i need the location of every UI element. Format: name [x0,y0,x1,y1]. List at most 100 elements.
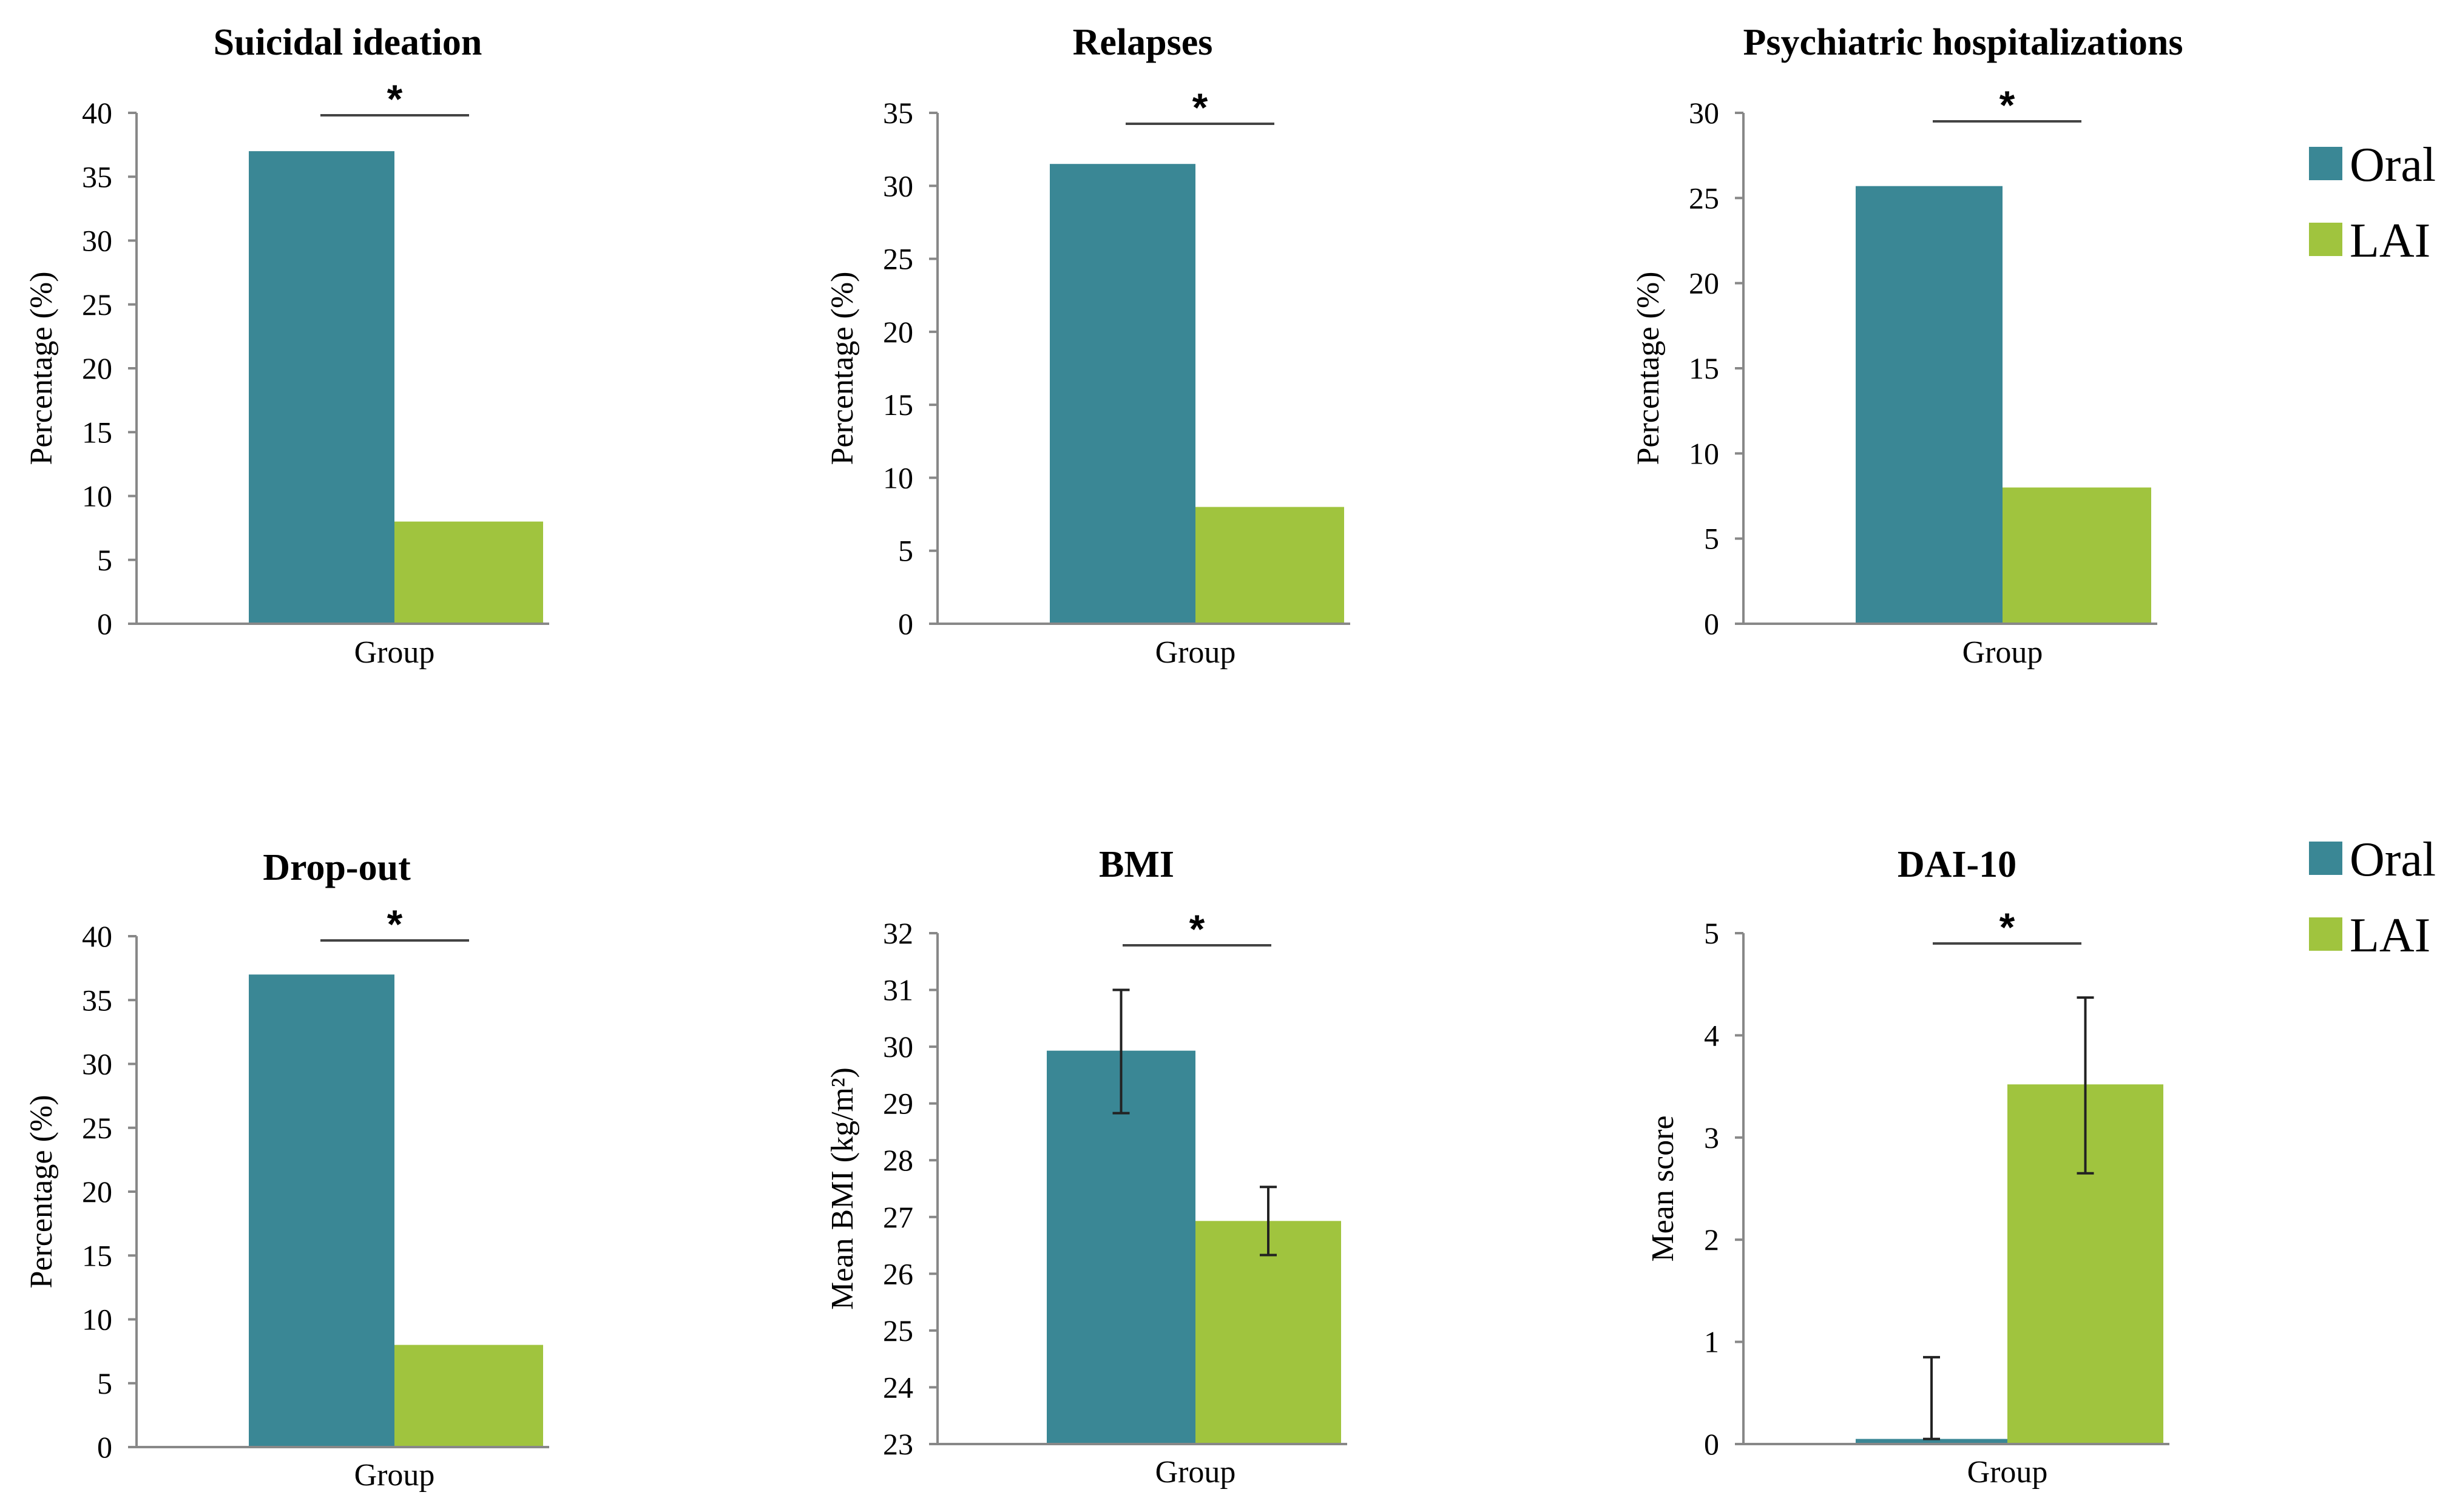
bar-oral [1047,1050,1195,1444]
chart-title: Relapses [1073,22,1213,63]
y-tick-label: 10 [82,479,112,513]
x-category-label: Group [1155,635,1236,670]
chart-title: DAI-10 [1898,844,2016,885]
y-tick-label: 30 [883,169,913,203]
bar-oral [249,974,394,1447]
bar-lai [394,521,543,624]
y-tick-label: 5 [898,534,913,568]
y-tick-label: 0 [97,1430,112,1464]
significance-star: * [387,76,403,121]
bar-lai [394,1345,543,1447]
bar-lai [1195,1221,1341,1444]
chart-title: Suicidal ideation [214,22,482,63]
y-tick-label: 30 [1689,96,1719,130]
y-tick-label: 0 [1704,1427,1719,1461]
y-tick-label: 40 [82,919,112,953]
y-tick-label: 23 [883,1427,913,1461]
legend-top-swatch-oral [2309,147,2342,180]
y-tick-label: 15 [82,1238,112,1272]
chart-panel-3: Psychiatric hospitalizations 0 5 10 15 20 25 30… [1631,22,2183,670]
y-tick-label: 20 [82,1175,112,1209]
y-tick-label: 5 [1704,916,1719,950]
y-tick-label: 28 [883,1143,913,1177]
legend-bottom-swatch-lai [2309,917,2342,951]
y-tick-label: 40 [82,96,112,130]
chart-panel-1: Suicidal ideation 0 5 10 15 20 25 30 35 40 Percent… [24,22,549,670]
y-tick-label: 25 [883,1314,913,1348]
y-tick-label: 2 [1704,1223,1719,1257]
y-tick-label: 25 [883,242,913,276]
y-tick-label: 4 [1704,1018,1719,1052]
y-tick-label: 35 [82,160,112,194]
legend-bottom-label-lai: LAI [2350,909,2430,962]
y-tick-label: 0 [97,607,112,641]
y-tick-label: 25 [1689,181,1719,215]
bar-lai [1195,507,1344,624]
y-tick-label: 10 [883,461,913,494]
y-tick-label: 27 [883,1200,913,1234]
y-tick-label: 20 [1689,266,1719,300]
y-tick-label: 10 [1689,436,1719,470]
y-tick-label: 30 [883,1030,913,1064]
y-tick-label: 30 [82,1047,112,1081]
y-axis-label: Percentage (%) [24,271,59,465]
y-tick-label: 1 [1704,1325,1719,1359]
y-axis-label: Percentage (%) [825,271,860,465]
y-tick-label: 25 [82,288,112,322]
bar-oral [1050,164,1195,624]
y-tick-label: 20 [883,315,913,349]
y-tick-label: 0 [1704,607,1719,641]
x-category-label: Group [1967,1455,2048,1490]
y-tick-label: 29 [883,1087,913,1121]
legend-bottom-swatch-oral [2309,842,2342,875]
chart-title: Psychiatric hospitalizations [1743,22,2183,63]
chart-title: BMI [1099,844,1174,885]
chart-panel-6: DAI-10 0 1 2 3 4 5 Mean score Group * [1646,844,2169,1490]
legend-top-swatch-lai [2309,223,2342,256]
chart-panel-5: BMI 23 24 25 26 27 28 29 30 31 32 Mean BMI (kg/m²) G… [825,844,1347,1490]
chart-title: Drop-out [263,847,411,888]
chart-panel-2: Relapses 0 5 10 15 20 25 30 35 Percentage (%) Grou… [825,22,1350,670]
legend-top-label-lai: LAI [2350,214,2430,268]
y-axis-label: Percentage (%) [1631,271,1666,465]
x-category-label: Group [1155,1455,1236,1490]
y-tick-label: 5 [1704,522,1719,556]
bar-oral [1856,186,2003,624]
y-tick-label: 32 [883,916,913,950]
x-category-label: Group [354,1458,435,1493]
legend-top: Oral LAI [2309,138,2436,268]
y-tick-label: 5 [97,1366,112,1400]
y-tick-label: 5 [97,543,112,577]
significance-star: * [1189,906,1205,951]
y-tick-label: 35 [883,96,913,130]
y-tick-label: 35 [82,983,112,1017]
bar-oral [249,151,394,624]
y-axis-label: Mean BMI (kg/m²) [825,1067,860,1310]
y-axis-label: Percentage (%) [24,1095,59,1288]
y-tick-label: 0 [898,607,913,641]
legend-top-label-oral: Oral [2350,138,2436,192]
x-category-label: Group [1962,635,2043,670]
y-tick-label: 26 [883,1257,913,1291]
y-tick-label: 25 [82,1111,112,1145]
legend-bottom: Oral LAI [2309,833,2436,962]
y-tick-label: 3 [1704,1121,1719,1155]
y-tick-label: 10 [82,1303,112,1337]
y-tick-label: 15 [82,415,112,449]
y-tick-label: 15 [883,388,913,422]
significance-star: * [1999,905,2015,950]
y-tick-label: 15 [1689,351,1719,385]
significance-star: * [1192,85,1208,130]
significance-star: * [1999,83,2015,127]
x-category-label: Group [354,635,435,670]
bar-oral [1856,1439,2007,1444]
y-tick-label: 20 [82,351,112,385]
significance-star: * [387,902,403,947]
y-tick-label: 24 [883,1370,913,1404]
y-tick-label: 30 [82,224,112,258]
y-axis-label: Mean score [1646,1115,1680,1261]
bar-lai [2003,487,2151,624]
legend-bottom-label-oral: Oral [2350,833,2436,886]
y-tick-label: 31 [883,973,913,1007]
